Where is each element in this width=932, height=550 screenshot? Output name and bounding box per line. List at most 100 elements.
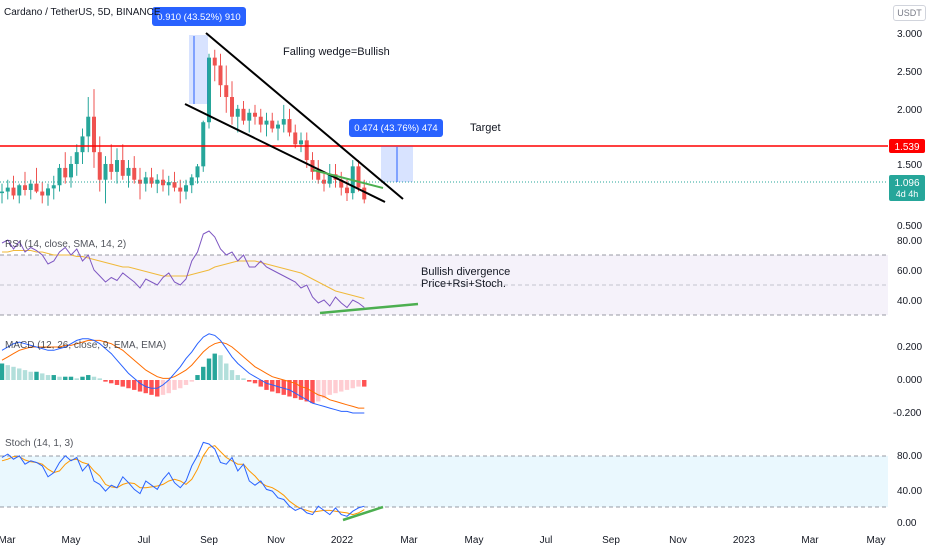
candle-body <box>97 152 102 180</box>
measure-box-1[interactable] <box>189 35 208 104</box>
resistance-price-label-bg <box>889 139 925 153</box>
macd-histogram-bar <box>103 380 108 382</box>
macd-histogram-bar <box>281 380 286 395</box>
macd-histogram-bar <box>350 380 355 389</box>
macd-tick: 0.200 <box>897 342 922 353</box>
wedge-lower-trendline[interactable] <box>184 103 386 203</box>
candle-body <box>327 174 332 184</box>
rsi-tick: 80.00 <box>897 236 922 247</box>
candle-body <box>339 179 344 188</box>
wedge-upper-trendline[interactable] <box>205 32 404 200</box>
macd-histogram-bar <box>86 375 91 380</box>
currency-button[interactable]: USDT <box>893 5 926 21</box>
macd-histogram-bar <box>356 380 361 387</box>
macd-tick: -0.200 <box>893 408 922 419</box>
macd-histogram-bar <box>17 368 22 380</box>
price-divergence-line[interactable] <box>312 169 384 189</box>
macd-histogram-bar <box>189 380 194 382</box>
rsi-title[interactable]: RSI (14, close, SMA, 14, 2) <box>5 239 126 250</box>
price-tick: 2.500 <box>897 67 922 78</box>
stoch-pane[interactable] <box>1 441 365 517</box>
macd-histogram-bar <box>258 380 263 387</box>
candle-body <box>253 112 257 117</box>
time-axis-tick: Mar <box>0 535 16 546</box>
candle-body <box>304 140 309 161</box>
macd-histogram-bar <box>5 365 10 380</box>
stoch-title[interactable]: Stoch (14, 1, 3) <box>5 438 73 449</box>
macd-histogram-bar <box>28 371 33 380</box>
macd-histogram-bar <box>57 376 62 380</box>
macd-tick: 0.000 <box>897 375 922 386</box>
rsi-pane[interactable] <box>1 230 365 309</box>
macd-histogram-bar <box>109 380 114 384</box>
measure-label-1: 0.910 (43.52%) 910 <box>157 12 240 23</box>
candle-body <box>241 108 246 121</box>
stoch-band-background <box>0 456 888 507</box>
divergence-note-line1[interactable]: Bullish divergence <box>421 266 510 278</box>
time-axis[interactable]: Mar May Jul Sep Nov 2022 Mar May Jul Sep Nov 2023 Ma… <box>0 535 885 546</box>
macd-histogram-bar <box>149 380 154 395</box>
macd-signal-line <box>1 339 365 409</box>
divergence-note-line2[interactable]: Price+Rsi+Stoch. <box>421 278 506 290</box>
rsi-divergence-line[interactable] <box>319 302 419 315</box>
macd-line <box>1 333 365 414</box>
stoch-divergence-line[interactable] <box>342 505 384 522</box>
candle-body <box>195 166 200 178</box>
candle-body <box>120 160 125 176</box>
macd-histogram-bar <box>264 380 269 390</box>
time-axis-tick: Mar <box>801 535 819 546</box>
candle-body <box>57 167 62 186</box>
macd-histogram-bar <box>195 375 200 380</box>
target-note[interactable]: Target <box>470 122 501 134</box>
macd-histogram-bar <box>287 380 292 397</box>
resistance-price-label: 1.539 <box>894 142 919 153</box>
wedge-note[interactable]: Falling wedge=Bullish <box>283 46 390 58</box>
rsi-tick: 40.00 <box>897 296 922 307</box>
macd-histogram-bar <box>252 380 258 384</box>
candle-body <box>212 57 217 66</box>
macd-title[interactable]: MACD (12, 26, close, 9, EMA, EMA) <box>5 340 166 351</box>
macd-histogram-bar <box>229 370 235 380</box>
candle-body <box>189 177 194 186</box>
candle-body <box>80 136 85 153</box>
macd-histogram-bar <box>304 380 309 402</box>
candle-body <box>356 166 361 188</box>
candle-body <box>166 182 171 186</box>
price-axis[interactable]: 3.000 2.500 2.000 1.500 0.500 80.00 60.0… <box>893 29 922 529</box>
macd-histogram-bar <box>97 378 102 380</box>
price-axis-background <box>888 0 932 550</box>
stoch-tick: 0.00 <box>897 518 917 529</box>
time-axis-tick: May <box>867 535 886 546</box>
candle-body <box>40 191 45 196</box>
candle-body <box>281 119 286 125</box>
time-axis-tick: Sep <box>602 535 620 546</box>
candle-body <box>63 167 68 178</box>
macd-histogram-bar <box>316 380 321 402</box>
rsi-tick: 60.00 <box>897 266 922 277</box>
price-tick: 0.500 <box>897 221 922 232</box>
macd-pane[interactable] <box>0 333 367 414</box>
time-axis-tick: 2023 <box>733 535 756 546</box>
time-axis-tick: 2022 <box>331 535 354 546</box>
candle-body <box>0 191 4 194</box>
measure-label-2: 0.474 (43.76%) 474 <box>354 123 437 134</box>
candle-body <box>115 160 119 172</box>
macd-histogram-bar <box>45 375 51 380</box>
countdown-label: 4d 4h <box>896 189 919 199</box>
candle-body <box>92 116 96 153</box>
candle-body <box>138 179 142 184</box>
candle-body <box>17 185 22 196</box>
macd-histogram-bar <box>321 380 327 399</box>
macd-histogram-bar <box>91 376 97 380</box>
candle-body <box>5 187 10 192</box>
price-tick: 1.500 <box>897 160 922 171</box>
measure-label-1-bg <box>152 7 246 26</box>
macd-histogram-bar <box>120 380 125 387</box>
candle-body <box>103 163 108 180</box>
time-axis-tick: Nov <box>267 535 285 546</box>
macd-histogram-bar <box>298 380 304 400</box>
price-tick: 2.000 <box>897 105 922 116</box>
macd-histogram-bar <box>270 380 275 392</box>
candle-body <box>247 112 252 121</box>
